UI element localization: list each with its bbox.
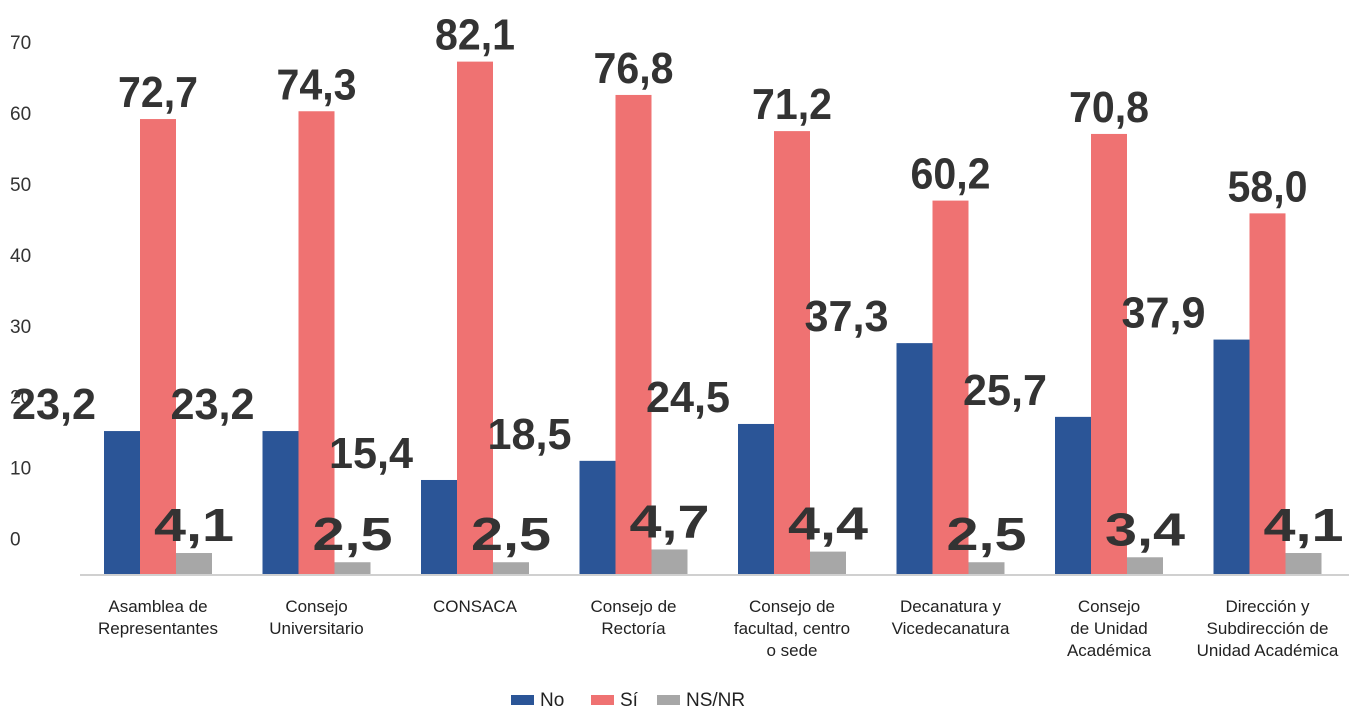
bar: [1127, 557, 1163, 575]
category-label: Asamblea de Representantes: [98, 597, 218, 638]
y-tick-label: 10: [10, 459, 31, 480]
category-label: Consejo Universitario: [269, 597, 363, 638]
legend-swatch: [657, 695, 680, 705]
bar: [774, 131, 810, 576]
category-labels: Asamblea de Representantes Consejo Universi…: [98, 597, 1339, 660]
y-tick-label: 20: [10, 388, 31, 409]
data-label: 71,2: [752, 80, 832, 129]
category-label: CONSACA: [433, 597, 518, 616]
data-label: 74,3: [277, 60, 357, 109]
data-label: 70,8: [1069, 83, 1149, 132]
category-label: Dirección y Subdirección de Unidad Académi…: [1197, 597, 1339, 660]
bar: [1055, 416, 1091, 575]
data-label: 23,2: [171, 380, 255, 429]
data-label: 60,2: [911, 150, 991, 199]
data-labels: 23,2 72,7 4,1 23,2 74,3 2,5 15,4 82,1 2,5 18,5 76,…: [12, 11, 1344, 561]
bar: [421, 479, 457, 575]
data-label: 24,5: [646, 373, 730, 422]
bar: [1285, 553, 1322, 575]
legend-swatch: [511, 695, 534, 705]
bar: [968, 562, 1005, 575]
bar: [932, 200, 969, 575]
bar: [104, 431, 140, 575]
legend-label: No: [540, 690, 564, 710]
data-label: 18,5: [488, 410, 572, 459]
bars: [104, 61, 1322, 576]
data-label: 37,3: [805, 292, 889, 341]
legend-label: Sí: [620, 690, 639, 710]
bar: [738, 423, 774, 575]
data-label: 37,9: [1122, 289, 1206, 338]
legend-swatch: [591, 695, 614, 705]
bar: [579, 460, 616, 575]
bar: [140, 119, 176, 576]
y-tick-label: 0: [10, 530, 21, 551]
data-label: 76,8: [594, 44, 674, 93]
legend-label: NS/NR: [686, 690, 745, 710]
category-label: Consejo de Rectoría: [590, 597, 676, 638]
y-tick-label: 60: [10, 104, 31, 125]
category-label: Consejo de Unidad Académica: [1067, 597, 1152, 660]
data-label: 58,0: [1228, 162, 1308, 211]
data-label: 82,1: [435, 11, 515, 60]
data-label: 72,7: [118, 68, 198, 117]
bar: [1091, 133, 1127, 576]
bar: [262, 431, 299, 575]
bar: [810, 551, 846, 575]
y-tick-label: 50: [10, 175, 31, 196]
data-label: 4,7: [630, 495, 710, 547]
bar: [298, 111, 335, 575]
data-label: 2,5: [471, 508, 551, 560]
data-label: 2,5: [313, 508, 393, 560]
data-label: 4,1: [154, 499, 234, 551]
bar: [615, 94, 652, 575]
data-label: 4,1: [1264, 499, 1344, 551]
bar: [176, 553, 212, 575]
category-label: Decanatura y Vicedecanatura: [892, 597, 1010, 638]
data-label: 15,4: [329, 429, 414, 478]
y-tick-label: 70: [10, 33, 31, 54]
data-label: 4,4: [788, 498, 869, 550]
data-label: 2,5: [947, 508, 1027, 560]
bar: [896, 343, 933, 575]
data-label: 3,4: [1105, 503, 1186, 555]
data-label: 23,2: [12, 380, 96, 429]
bar: [1213, 339, 1250, 575]
bar: [651, 549, 688, 575]
bar: [457, 61, 493, 576]
y-axis-ticks: 0 10 20 30 40 50 60 70: [10, 33, 31, 550]
y-tick-label: 30: [10, 317, 31, 338]
legend: No Sí NS/NR: [511, 690, 745, 710]
category-label: Consejo de facultad, centro o sede: [734, 597, 850, 660]
bar: [334, 562, 371, 575]
bar: [1249, 213, 1286, 575]
y-tick-label: 40: [10, 246, 31, 267]
data-label: 25,7: [963, 366, 1047, 415]
bar: [493, 562, 529, 575]
